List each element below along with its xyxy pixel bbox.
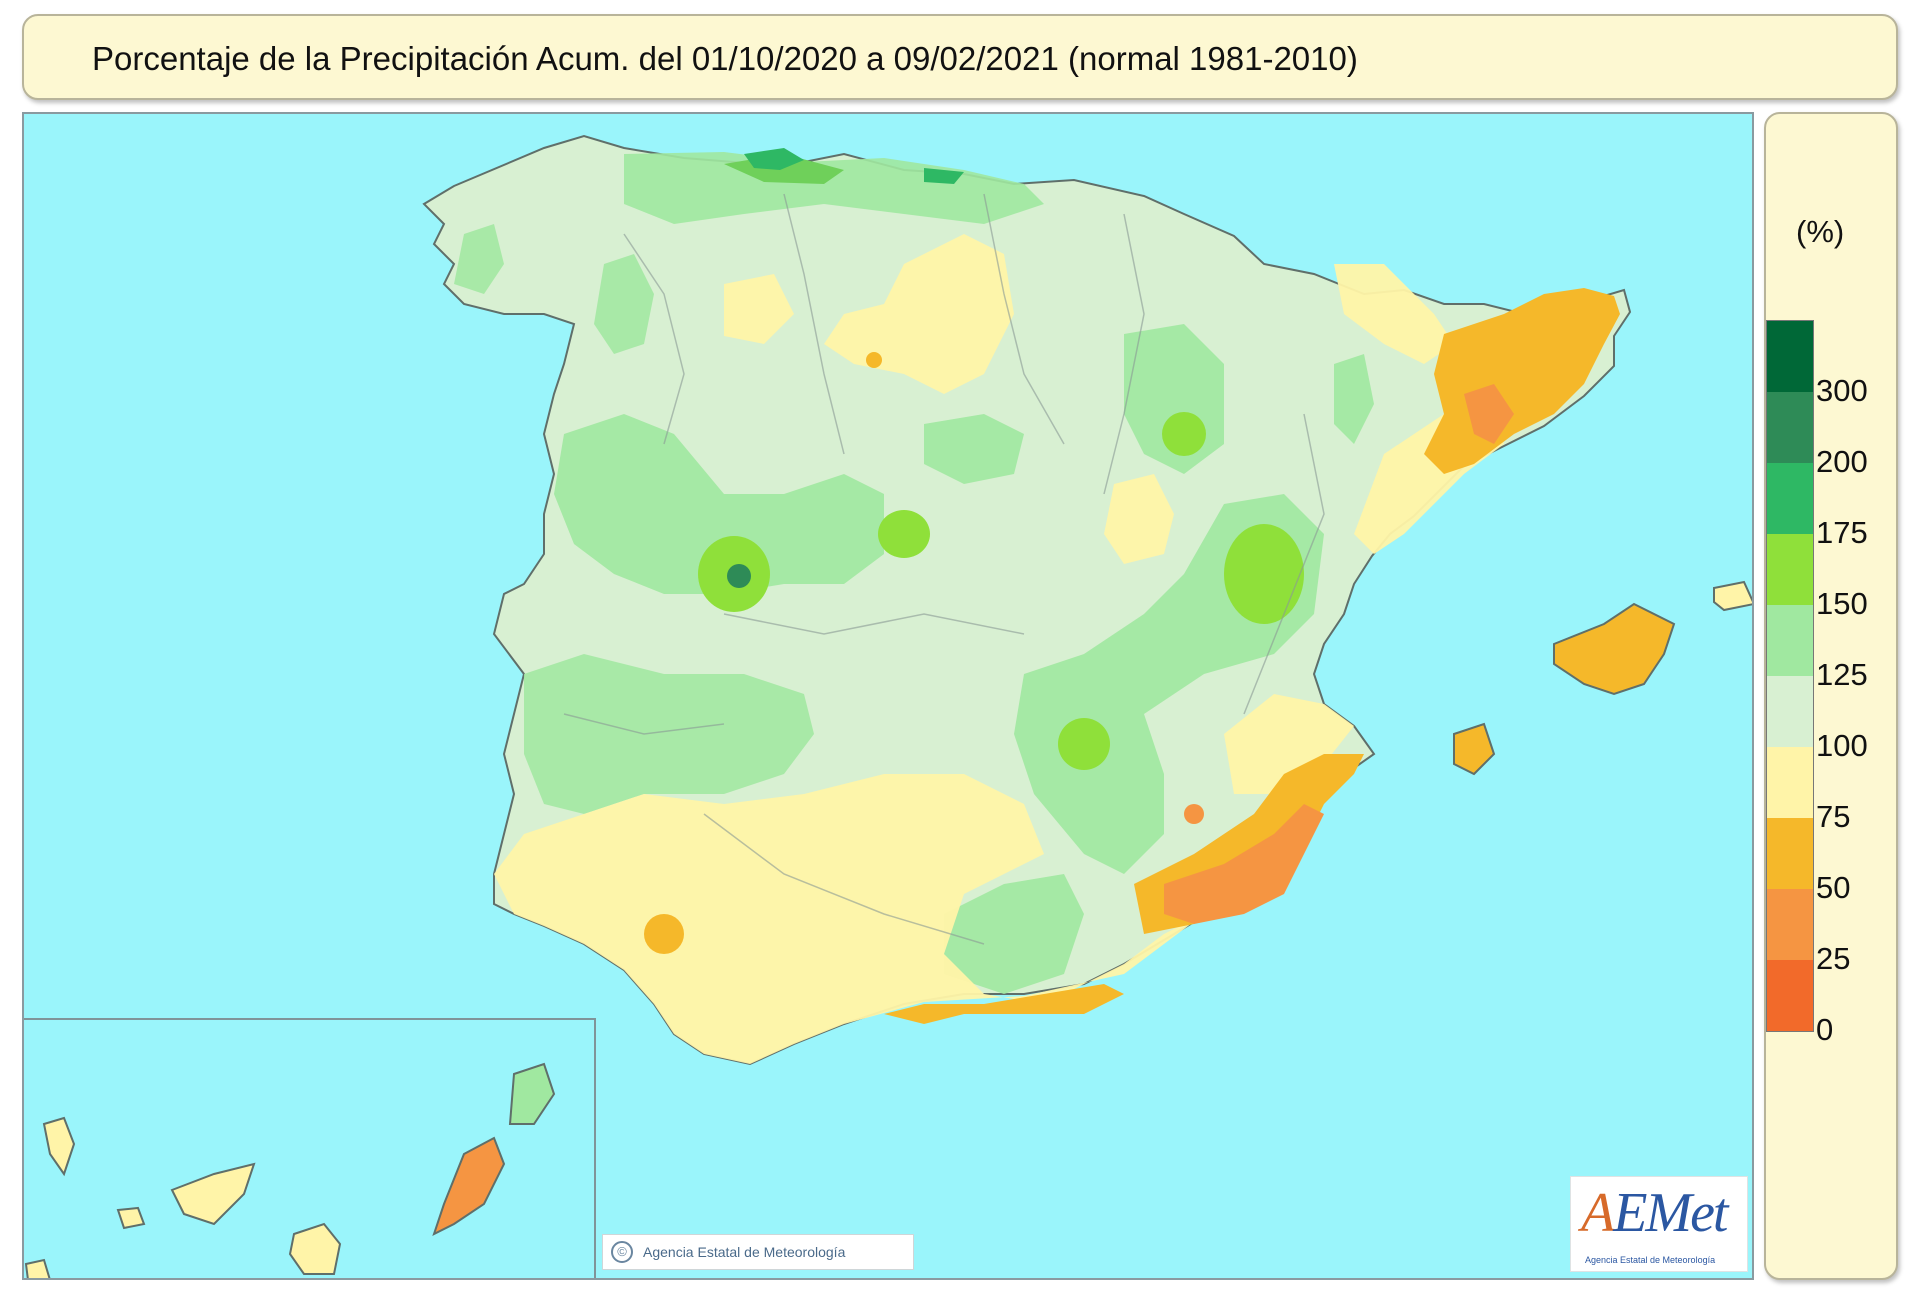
legend-panel: (%) 300 200 175 150 125 100 75 50 25 0 xyxy=(1764,112,1898,1280)
legend-swatch xyxy=(1767,960,1813,1031)
zone-125-150-leon xyxy=(594,254,654,354)
zone-50-75-andalucia-coast xyxy=(884,984,1124,1024)
aemet-logo-text: AEMet xyxy=(1581,1182,1729,1244)
legend-tick-label: 200 xyxy=(1816,444,1868,479)
zone-175-200-asturias xyxy=(744,148,804,170)
zone-150-175-albacete xyxy=(1058,718,1110,770)
map-panel: © Agencia Estatal de Meteorología AEMet … xyxy=(22,112,1754,1280)
legend-swatch xyxy=(1767,321,1813,392)
zone-200-300-extremadura xyxy=(727,564,751,588)
zone-50-75-huelva xyxy=(644,914,684,954)
menorca xyxy=(1713,580,1752,612)
map-title: Porcentaje de la Precipitación Acum. del… xyxy=(92,40,1358,77)
la-palma xyxy=(42,1116,76,1177)
aemet-logo: AEMet Agencia Estatal de Meteorología xyxy=(1570,1176,1748,1272)
province-boundaries xyxy=(563,193,1325,945)
zone-150-175-salamanca xyxy=(878,510,930,558)
fuerteventura xyxy=(432,1136,506,1236)
zone-75-100-south xyxy=(494,774,1204,1064)
zone-175-200-basque xyxy=(924,168,964,184)
zone-25-50-albacete-spot xyxy=(1184,804,1204,824)
zone-75-100-leon xyxy=(724,274,794,344)
legend-swatch xyxy=(1767,392,1813,463)
zone-150-175-soria xyxy=(1162,412,1206,456)
ibiza xyxy=(1453,722,1496,776)
canary-islands-inset xyxy=(24,1018,596,1278)
legend-color-bar xyxy=(1766,320,1814,1032)
legend-unit: (%) xyxy=(1796,214,1845,249)
legend-swatch xyxy=(1767,605,1813,676)
tenerife xyxy=(170,1162,256,1226)
legend-tick-label: 100 xyxy=(1816,728,1868,763)
legend-tick-label: 75 xyxy=(1816,799,1851,834)
zone-75-100-madrid xyxy=(1104,474,1174,564)
copyright-icon: © xyxy=(611,1241,633,1263)
zone-125-150-west-galicia xyxy=(454,224,504,294)
zone-75-100-valencia xyxy=(1224,694,1354,794)
lanzarote xyxy=(508,1062,556,1125)
zone-25-50-murcia xyxy=(1164,804,1324,924)
copyright-text: Agencia Estatal de Meteorología xyxy=(643,1244,846,1260)
legend-swatch xyxy=(1767,676,1813,747)
gran-canaria xyxy=(288,1222,342,1275)
legend-tick-label: 50 xyxy=(1816,870,1851,905)
zone-125-150-catalonia xyxy=(1334,354,1374,444)
legend-tick-label: 175 xyxy=(1816,515,1868,550)
mallorca xyxy=(1553,602,1676,696)
legend-swatch xyxy=(1767,747,1813,818)
zone-75-100-aragon xyxy=(1334,264,1454,364)
el-hierro xyxy=(24,1258,51,1278)
legend-swatch xyxy=(1767,889,1813,960)
zone-50-75-zamora xyxy=(866,352,882,368)
zone-150-175-cuenca xyxy=(1224,524,1304,624)
legend-tick-label: 125 xyxy=(1816,657,1868,692)
legend-swatch xyxy=(1767,534,1813,605)
legend-swatch xyxy=(1767,818,1813,889)
zone-125-150-southwest xyxy=(524,654,814,814)
copyright-notice: © Agencia Estatal de Meteorología xyxy=(602,1234,914,1270)
legend-tick-label: 300 xyxy=(1816,373,1868,408)
zone-125-150-central xyxy=(924,414,1024,484)
legend-tick-label: 25 xyxy=(1816,941,1851,976)
zone-125-150-granada xyxy=(944,874,1084,994)
legend-tick-label: 0 xyxy=(1816,1012,1834,1047)
zone-25-50-girona xyxy=(1464,384,1514,444)
title-panel: Porcentaje de la Precipitación Acum. del… xyxy=(22,14,1898,100)
legend-swatch xyxy=(1767,463,1813,534)
canary-islands xyxy=(24,1062,556,1278)
gomera xyxy=(116,1206,146,1230)
legend-tick-label: 150 xyxy=(1816,586,1868,621)
aemet-logo-subtitle: Agencia Estatal de Meteorología xyxy=(1585,1255,1716,1265)
precipitation-map xyxy=(24,114,1752,1278)
zone-125-150-west xyxy=(554,414,884,594)
